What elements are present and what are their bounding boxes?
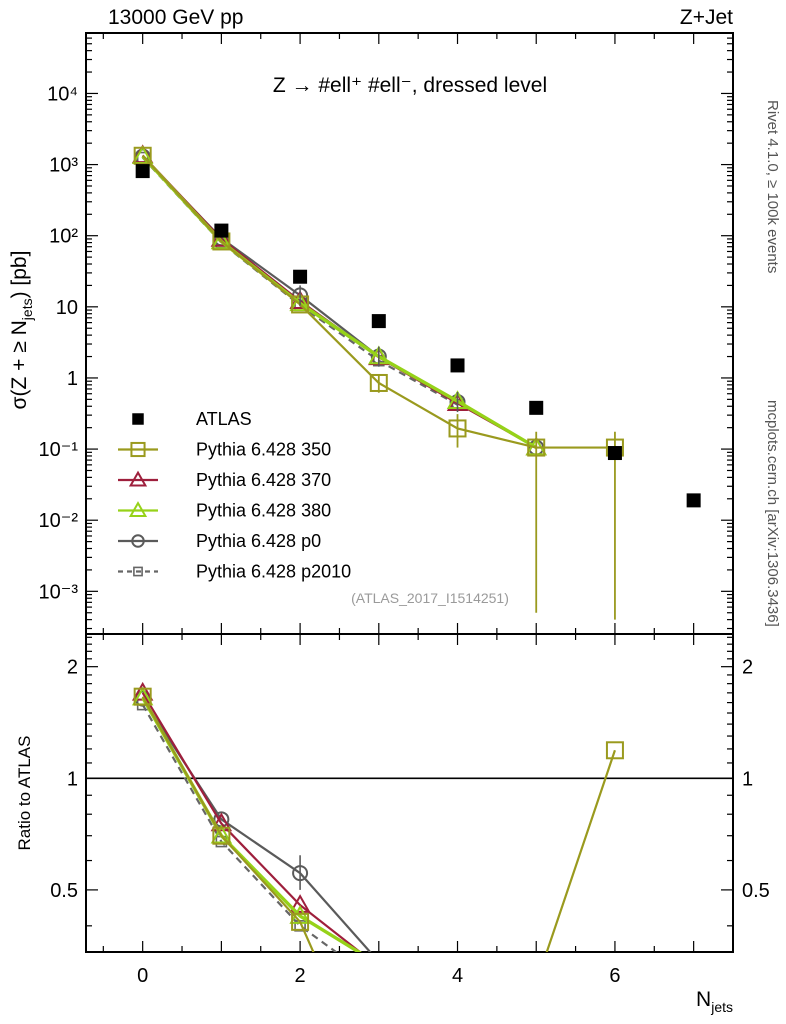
marker-square [448, 419, 467, 438]
ratio-line-Pythia 6.428 370 [141, 692, 362, 952]
x-tick-label-0: 0 [137, 965, 148, 987]
header-process: Z+Jet [680, 6, 733, 29]
y-tick-label-7: 10⁻³ [39, 581, 79, 603]
marker-atlas [132, 413, 144, 425]
marker-atlas [293, 269, 308, 284]
y-tick-label-3: 10 [56, 297, 78, 319]
marker-square [527, 438, 546, 457]
marker-atlas [529, 400, 544, 415]
series-line-Pythia 6.428 350 [141, 155, 615, 449]
marker-atlas [607, 446, 622, 461]
x-tick-label-3: 6 [609, 965, 620, 987]
header-energy: 13000 GeV pp [108, 6, 243, 29]
y-axis-label: σ(Z + ≥ Njets) [pb] [8, 251, 35, 410]
marker-triangle [128, 470, 148, 487]
marker-square-small [133, 566, 143, 577]
marker-atlas [450, 358, 465, 373]
x-tick-label-2: 4 [452, 965, 463, 987]
marker-atlas [371, 314, 386, 329]
marker-square [130, 441, 146, 458]
marker-triangle [370, 955, 388, 971]
analysis-watermark: (ATLAS_2017_I1514251) [351, 590, 509, 606]
marker-triangle [370, 958, 388, 974]
legend-label-5: Pythia 6.428 p2010 [196, 562, 351, 582]
marker-square [133, 687, 152, 706]
y-tick-label-2: 10² [49, 226, 78, 248]
marker-square [605, 741, 624, 760]
x-axis-label: Njets [696, 988, 733, 1015]
legend-label-3: Pythia 6.428 380 [196, 501, 331, 521]
rivet-version-text: Rivet 4.1.0, ≥ 100k events [764, 100, 781, 273]
marker-atlas [135, 164, 150, 179]
ratio-y-tick-label-left-0: 2 [67, 657, 78, 679]
legend-label-2: Pythia 6.428 370 [196, 470, 331, 490]
y-tick-label-1: 10³ [49, 155, 78, 177]
ratio-panel-data [131, 681, 624, 974]
marker-circle [372, 955, 386, 969]
ratio-y-tick-label-left-1: 1 [67, 768, 78, 790]
y-tick-label-5: 10⁻¹ [39, 439, 79, 461]
y-tick-label-6: 10⁻² [39, 510, 79, 532]
series-line-Pythia 6.428 370 [141, 154, 537, 449]
marker-triangle [289, 894, 311, 913]
ratio-line-Pythia 6.428 350 [141, 696, 616, 952]
marker-square [212, 826, 231, 845]
ratio-y-tick-label-right-1: 1 [742, 768, 753, 790]
ratio-panel-frame [85, 633, 734, 953]
legend-label-1: Pythia 6.428 350 [196, 440, 331, 460]
mcplots-credit-text: mcplots.cern.ch [arXiv:1306.3436] [764, 400, 781, 627]
y-tick-label-4: 1 [67, 368, 78, 390]
main-panel-data [131, 144, 701, 620]
ratio-y-tick-label-left-2: 0.5 [50, 880, 78, 902]
marker-square [369, 373, 388, 392]
marker-triangle [128, 501, 148, 518]
ratio-line-Pythia 6.428 380 [141, 696, 362, 952]
marker-triangle [210, 230, 233, 250]
marker-circle [131, 534, 145, 548]
marker-triangle [210, 812, 233, 832]
marker-square [291, 912, 310, 931]
marker-triangle [210, 824, 233, 844]
series-line-Pythia 6.428 380 [141, 155, 538, 450]
ratio-line-Pythia 6.428 p0 [141, 698, 372, 952]
ratio-y-tick-label-right-2: 0.5 [742, 880, 770, 902]
legend-label-4: Pythia 6.428 p0 [196, 531, 321, 551]
marker-atlas [686, 493, 701, 508]
series-line-Pythia 6.428 p0 [141, 155, 537, 449]
marker-square [133, 146, 152, 165]
main-panel-frame [85, 32, 734, 635]
y-tick-label-0: 10⁴ [47, 83, 78, 105]
legend-label-0: ATLAS [196, 409, 252, 429]
ratio-axis-label: Ratio to ATLAS [15, 736, 34, 851]
plot-title: Z → #ell⁺ #ell⁻, dressed level [273, 74, 547, 97]
ratio-y-tick-label-right-0: 2 [742, 657, 753, 679]
marker-atlas [214, 223, 229, 238]
x-tick-label-1: 2 [295, 965, 306, 987]
